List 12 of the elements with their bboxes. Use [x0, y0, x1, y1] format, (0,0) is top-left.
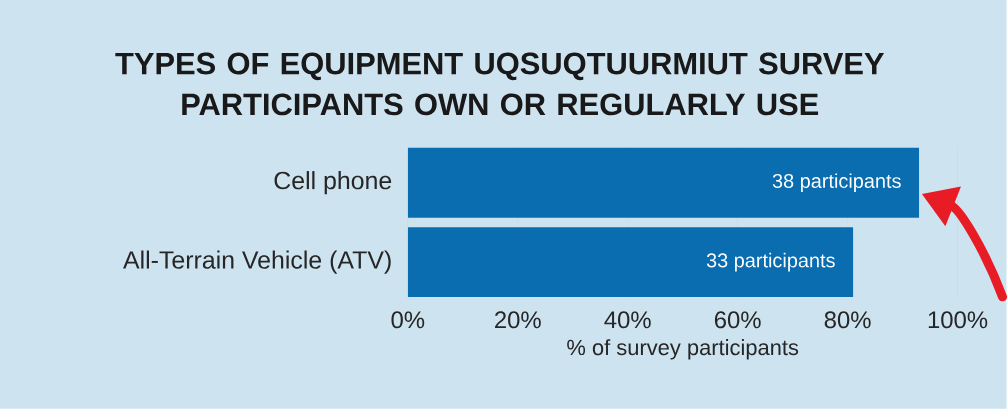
x-tick-label: 80% — [824, 311, 871, 329]
x-tick-label: 100% — [928, 311, 988, 329]
y-tick-label: All-Terrain Vehicle (ATV) — [123, 250, 391, 274]
x-tick-label: 20% — [495, 311, 541, 329]
x-axis-title: % of survey participants — [567, 339, 799, 360]
annotation: 38 participants — [772, 173, 901, 193]
annotation: 33 participants — [706, 252, 835, 272]
x-tick-label: 60% — [714, 311, 761, 329]
x-tick-label: 40% — [604, 311, 651, 329]
chart-title: TYPES OF EQUIPMENT UQSUQTUURMIUT SURVEY PARTICIPANTS OWN OR REGULARLY USE — [115, 52, 885, 116]
y-tick-label: Cell phone — [274, 171, 392, 195]
x-tick-label: 0% — [391, 311, 425, 329]
